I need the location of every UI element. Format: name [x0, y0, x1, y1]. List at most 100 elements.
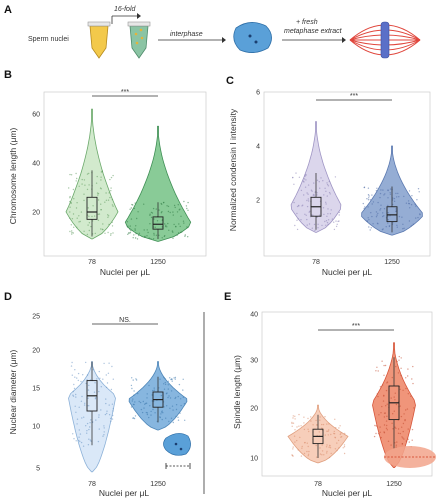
data-point [160, 411, 163, 413]
data-point [415, 205, 417, 207]
data-point [363, 207, 365, 210]
data-point [369, 229, 371, 231]
data-point [70, 201, 72, 204]
data-point [129, 232, 132, 234]
data-point [132, 237, 134, 239]
data-point [385, 226, 387, 228]
data-point [180, 215, 182, 217]
data-point [323, 194, 325, 196]
data-point [393, 396, 395, 398]
y-axis-label: Spindle length (μm) [232, 355, 242, 429]
data-point [389, 188, 392, 190]
data-point [146, 235, 148, 237]
data-point [301, 205, 303, 207]
data-point [172, 421, 174, 424]
data-point [292, 177, 294, 179]
data-point [164, 225, 167, 228]
data-point [325, 201, 327, 203]
data-point [387, 222, 389, 224]
data-point [159, 416, 161, 419]
nucleus-icon [233, 22, 272, 53]
data-point [307, 417, 309, 420]
data-point [379, 431, 381, 433]
data-point [389, 192, 391, 194]
data-point [327, 208, 329, 210]
box-1250 [152, 216, 164, 230]
box-1250 [386, 206, 398, 223]
data-point [148, 237, 150, 239]
data-point [167, 222, 169, 225]
data-point [138, 232, 141, 234]
data-point [73, 387, 76, 390]
data-point [98, 416, 100, 418]
data-point [320, 177, 322, 179]
data-point [317, 223, 319, 225]
data-point [376, 393, 378, 395]
data-point [111, 225, 114, 227]
data-point [151, 394, 153, 396]
data-point [150, 410, 152, 413]
data-point [148, 384, 150, 387]
data-point [296, 228, 299, 231]
data-point [132, 417, 134, 419]
data-point [411, 428, 414, 431]
data-point [335, 427, 337, 429]
violin-1250 [128, 361, 188, 431]
data-point [86, 173, 89, 175]
data-point [294, 415, 296, 417]
data-point [138, 400, 140, 403]
data-point [300, 455, 303, 457]
data-point [176, 211, 179, 213]
plot-frame [261, 311, 433, 477]
data-point [296, 426, 298, 428]
data-points-1250 [373, 355, 415, 448]
data-point [77, 372, 80, 375]
data-point [395, 365, 397, 368]
data-point [110, 420, 112, 422]
data-point [111, 221, 113, 223]
data-point [79, 220, 81, 223]
data-point [326, 183, 329, 186]
data-point [112, 232, 114, 234]
panel-label-a: A [4, 4, 12, 16]
data-point [303, 194, 305, 196]
data-point [75, 207, 78, 209]
data-point [73, 383, 75, 386]
data-point [153, 218, 155, 220]
data-point [72, 390, 74, 393]
data-point [71, 233, 73, 235]
data-point [369, 199, 372, 201]
data-point [88, 438, 90, 440]
data-point [97, 199, 100, 201]
x-tick-label: 1250 [386, 481, 402, 488]
data-point [69, 211, 71, 213]
data-point [163, 388, 166, 390]
data-point [168, 395, 170, 397]
violin-1250 [372, 342, 416, 468]
data-point [110, 190, 112, 192]
data-point [379, 196, 381, 199]
data-point [307, 193, 309, 195]
data-point [178, 223, 180, 225]
y-tick-label: 40 [32, 161, 40, 168]
data-point [416, 199, 418, 201]
data-point [164, 381, 166, 384]
data-point [73, 438, 75, 440]
data-point [383, 194, 385, 196]
data-point [321, 423, 323, 426]
interphase-label: interphase [170, 31, 203, 38]
data-point [133, 207, 136, 210]
data-point [303, 428, 306, 431]
data-point [326, 450, 328, 453]
data-point [140, 408, 143, 411]
data-point [387, 197, 389, 199]
data-point [312, 424, 314, 426]
data-point [110, 233, 112, 235]
data-point [106, 412, 108, 415]
data-point [136, 238, 139, 240]
interphase-arrow-icon [158, 37, 226, 43]
data-point [102, 223, 104, 225]
data-point [391, 422, 393, 424]
data-point [90, 440, 92, 442]
data-point [78, 429, 81, 431]
